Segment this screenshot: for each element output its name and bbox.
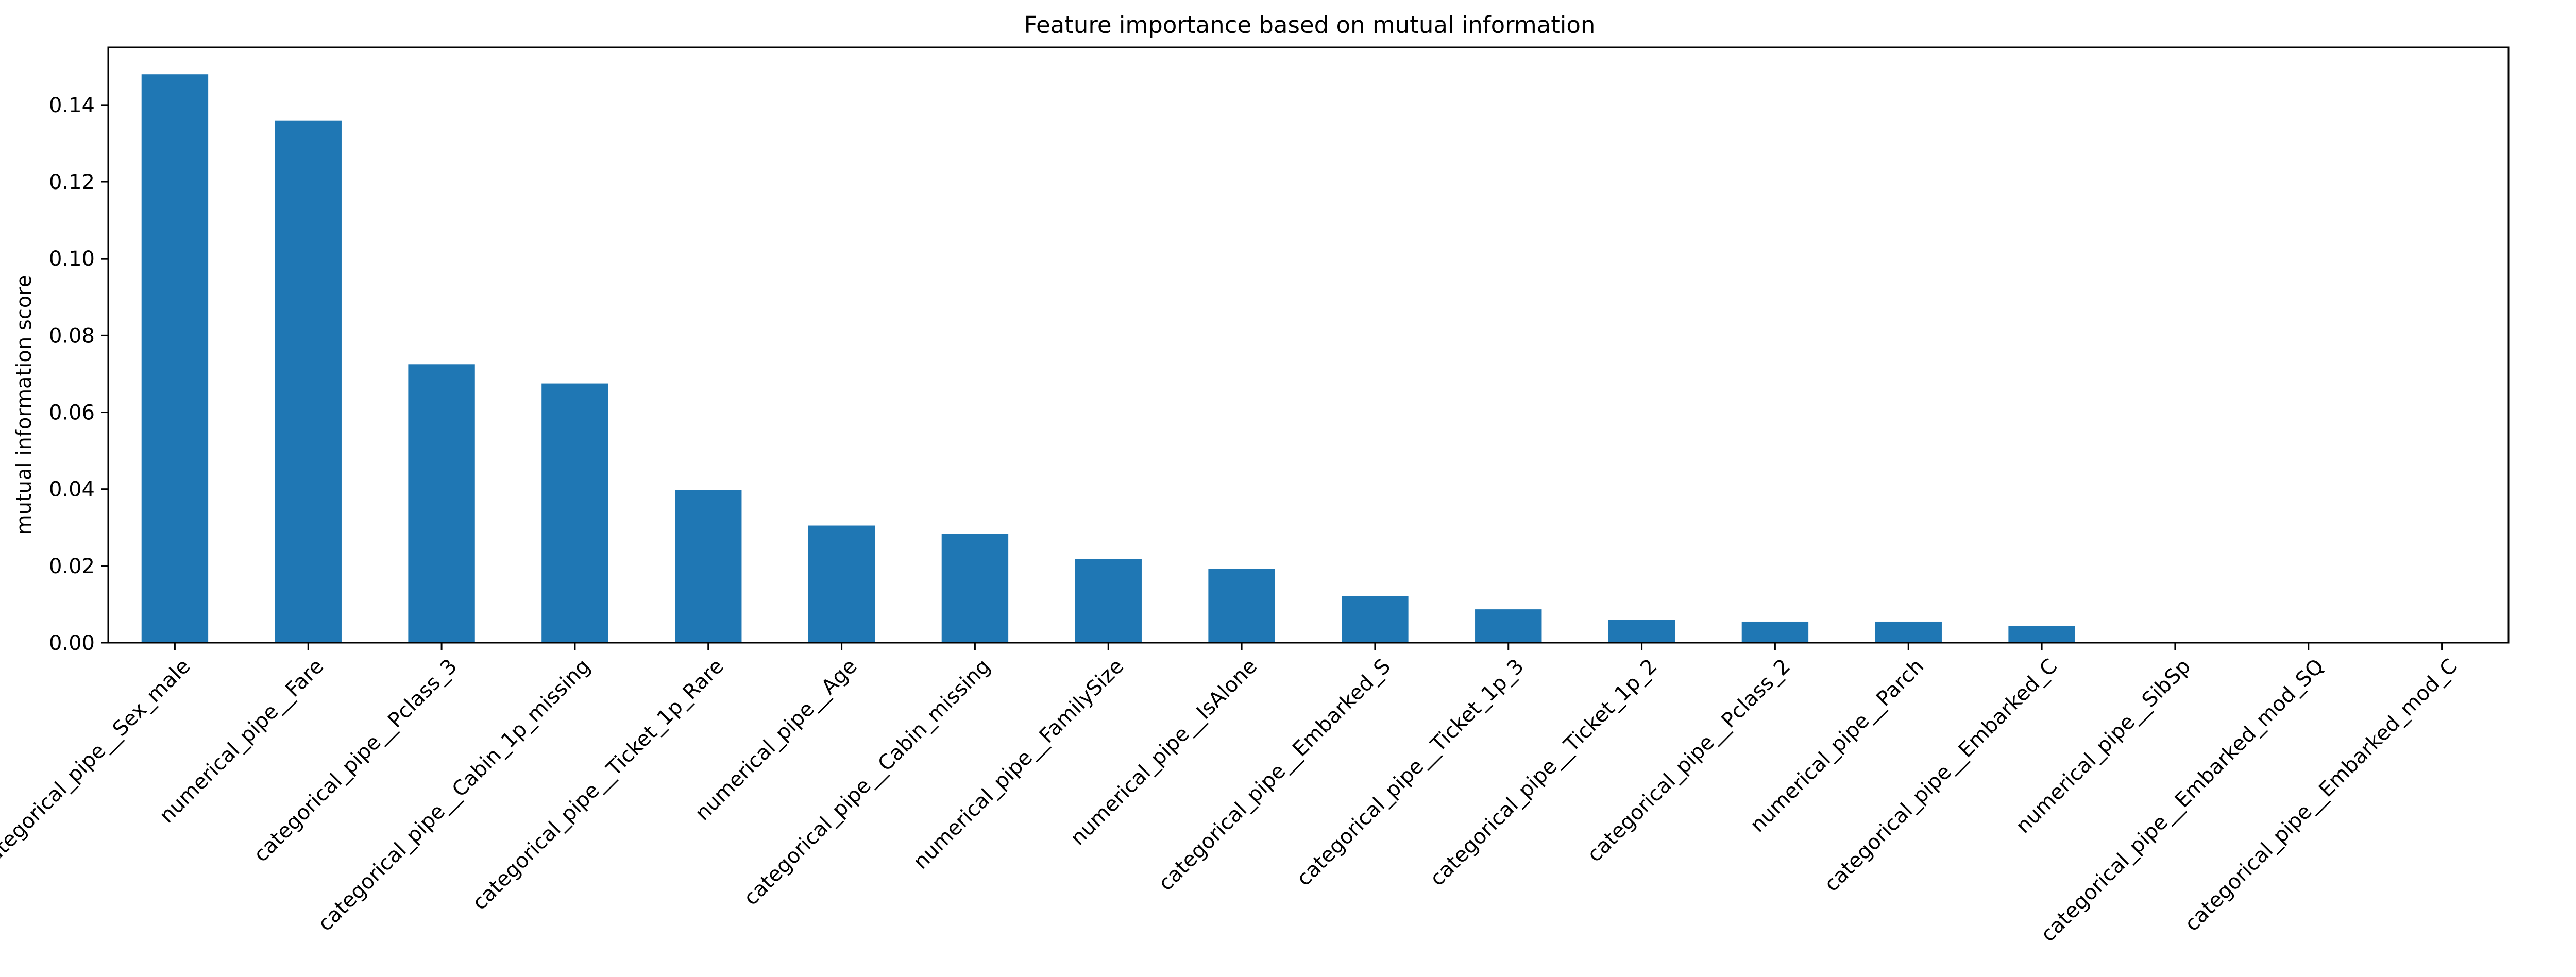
bar-1 <box>275 120 342 643</box>
y-axis-ticks: 0.00 0.02 0.04 0.06 0.08 0.10 0.12 0.14 <box>49 94 108 655</box>
bar-0 <box>141 74 209 643</box>
y-tick-label-5: 0.10 <box>49 247 95 271</box>
y-tick-label-0: 0.00 <box>49 631 95 655</box>
y-tick-label-2: 0.04 <box>49 478 95 502</box>
bar-12 <box>1741 621 1809 643</box>
bar-13 <box>1875 621 1942 643</box>
bar-11 <box>1608 620 1675 643</box>
bar-4 <box>675 490 742 643</box>
y-tick-label-3: 0.06 <box>49 401 95 425</box>
y-tick-label-1: 0.02 <box>49 555 95 578</box>
bar-2 <box>408 364 475 643</box>
y-tick-label-4: 0.08 <box>49 324 95 348</box>
y-tick-label-7: 0.14 <box>49 94 95 117</box>
bar-5 <box>808 525 875 643</box>
bars-group <box>141 74 2075 643</box>
bar-14 <box>2008 626 2075 643</box>
bar-8 <box>1208 569 1275 643</box>
bar-3 <box>541 383 608 643</box>
bar-7 <box>1075 559 1142 643</box>
bar-6 <box>941 534 1009 643</box>
bar-9 <box>1342 596 1409 643</box>
bar-10 <box>1475 609 1542 643</box>
y-axis-label: mutual information score <box>12 275 36 535</box>
y-tick-label-6: 0.12 <box>49 170 95 194</box>
plot-area-frame <box>107 46 2510 644</box>
chart-title: Feature importance based on mutual infor… <box>1024 11 1596 39</box>
